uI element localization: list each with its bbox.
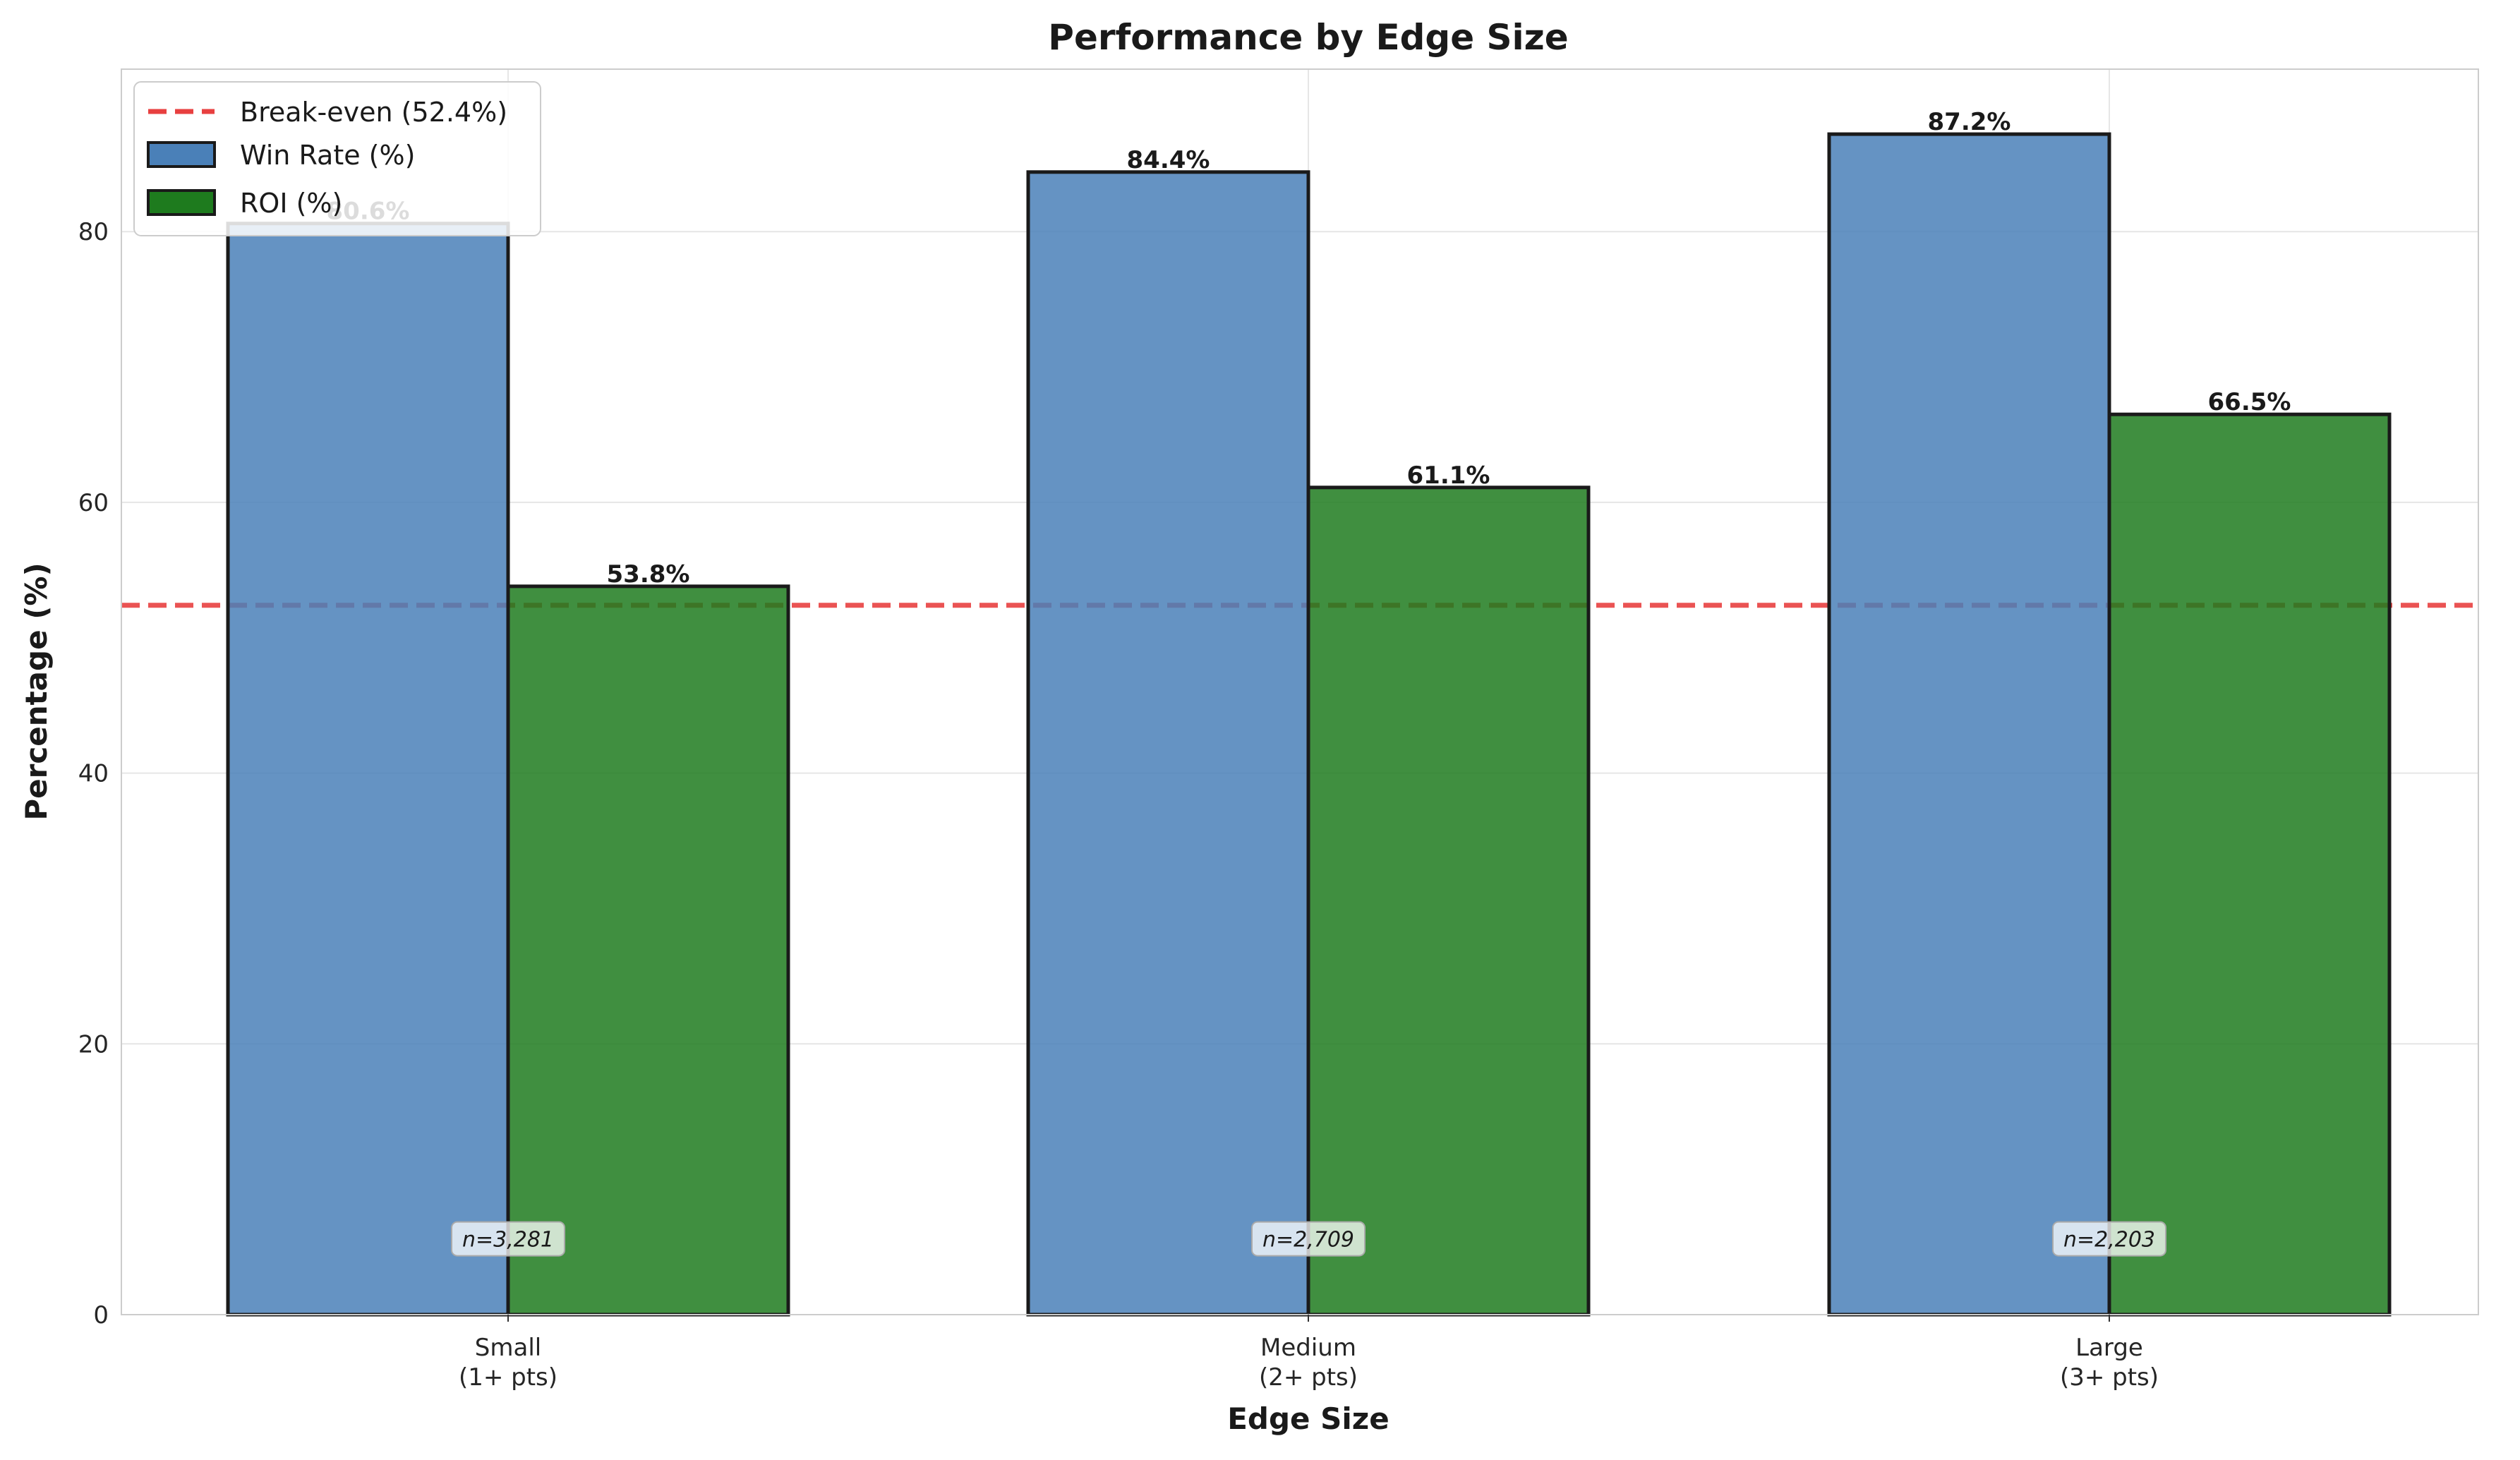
sample-size-label: n=2,709	[1262, 1228, 1354, 1253]
y-axis-label: Percentage (%)	[19, 562, 54, 820]
x-tick-label: Large	[2075, 1334, 2143, 1362]
chart-title: Performance by Edge Size	[1048, 17, 1568, 58]
legend-label-win-rate: Win Rate (%)	[240, 140, 415, 171]
y-tick-label: 60	[78, 489, 109, 517]
sample-size-label: n=3,281	[462, 1228, 554, 1253]
sample-size-badge	[1251, 1221, 1365, 1257]
y-tick-label: 80	[78, 218, 109, 246]
legend-swatch-roi	[147, 189, 216, 216]
x-tick-label: Small	[475, 1334, 541, 1362]
legend-box	[133, 81, 541, 236]
y-tick-label: 20	[78, 1030, 109, 1058]
bar-value-label: 66.5%	[2208, 388, 2291, 416]
bar-value-label: 87.2%	[1928, 108, 2011, 136]
y-tick-label: 40	[78, 760, 109, 788]
sample-size-label: n=2,203	[2063, 1228, 2155, 1253]
legend: Break-even (52.4%) Win Rate (%) ROI (%)	[133, 81, 541, 236]
bar-value-label: 84.4%	[1127, 146, 1210, 174]
bar-value-label: 61.1%	[1407, 461, 1490, 490]
bar-roi	[1306, 485, 1591, 1317]
x-tick-label: Medium	[1260, 1334, 1356, 1362]
legend-label-roi: ROI (%)	[240, 188, 342, 219]
bar-win-rate	[226, 222, 510, 1317]
tick-layer: 0 20 40 60 80 Small(1+ pts) Medium(2+ pts) Larg…	[78, 218, 2159, 1392]
legend-label-break-even: Break-even (52.4%)	[240, 97, 507, 128]
bar-win-rate	[1827, 132, 2111, 1317]
bar-layer	[226, 132, 2392, 1317]
x-tick-label-detail: (3+ pts)	[2060, 1363, 2159, 1392]
sample-size-badge	[2052, 1221, 2166, 1257]
plot-frame	[121, 68, 2479, 1315]
sample-size-badge	[451, 1221, 565, 1257]
bar-win-rate	[1026, 170, 1310, 1317]
bar-value-label: 53.8%	[607, 560, 690, 589]
x-tick-label-detail: (1+ pts)	[459, 1363, 557, 1392]
x-tick-label-detail: (2+ pts)	[1259, 1363, 1358, 1392]
bar-roi	[506, 584, 790, 1317]
x-axis-label: Edge Size	[1227, 1401, 1389, 1436]
y-tick-label: 0	[93, 1301, 109, 1329]
bar-roi	[2107, 412, 2392, 1317]
legend-swatch-win-rate	[147, 141, 216, 168]
